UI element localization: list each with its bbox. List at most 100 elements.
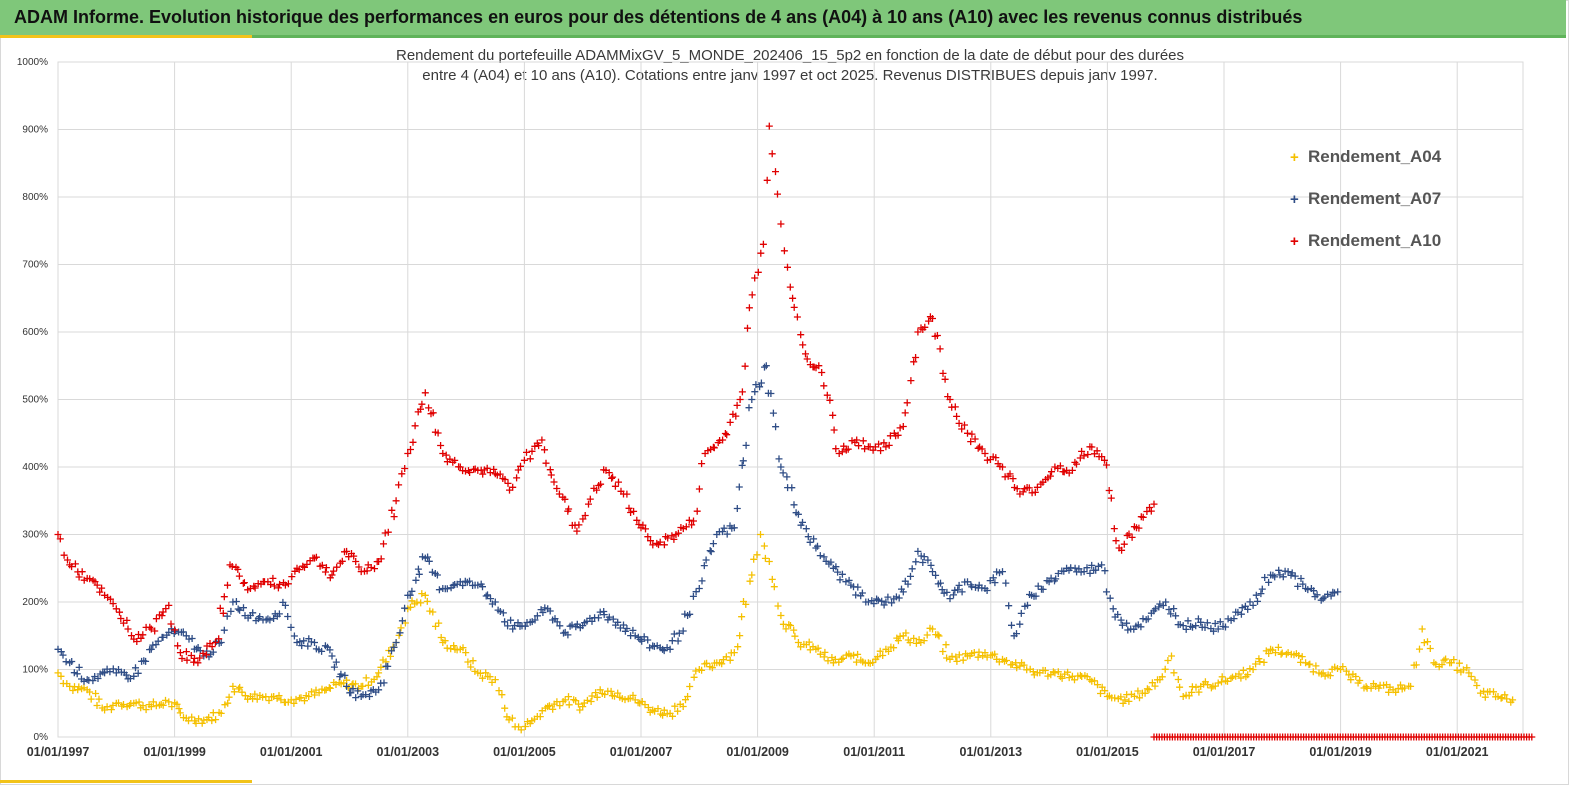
data-point-rendement-a07 <box>616 624 624 632</box>
data-point-rendement-a07 <box>89 677 97 685</box>
data-point-rendement-a07 <box>1172 612 1180 620</box>
data-point-rendement-a10 <box>992 454 1000 462</box>
data-point-rendement-a04 <box>1473 682 1481 689</box>
data-point-rendement-a07 <box>354 687 362 695</box>
data-point-rendement-a04 <box>1125 697 1133 705</box>
data-point-rendement-a07 <box>1034 582 1042 590</box>
data-point-rendement-a07 <box>644 636 652 644</box>
data-point-rendement-a07 <box>347 689 355 697</box>
data-point-rendement-a07 <box>1291 572 1299 580</box>
y-tick-label: 200% <box>22 597 48 608</box>
data-point-rendement-a07 <box>564 631 572 639</box>
data-point-rendement-a10 <box>352 558 360 565</box>
data-point-rendement-a04 <box>1385 688 1393 696</box>
data-point-rendement-a04 <box>1094 681 1101 689</box>
data-point-rendement-a04 <box>508 714 516 722</box>
data-point-rendement-a04 <box>734 643 742 651</box>
data-point-rendement-a04 <box>175 705 183 713</box>
data-point-rendement-a04 <box>1224 677 1231 685</box>
data-point-rendement-a07 <box>600 611 608 619</box>
data-point-rendement-a04 <box>879 652 887 659</box>
data-point-rendement-a04 <box>1418 625 1426 633</box>
data-point-rendement-a04 <box>1188 688 1196 696</box>
data-point-rendement-a10 <box>538 436 546 444</box>
data-point-rendement-a07 <box>777 463 785 471</box>
data-point-rendement-a07 <box>788 484 796 492</box>
data-point-rendement-a10 <box>367 564 375 571</box>
data-point-rendement-a04 <box>441 637 449 645</box>
data-point-rendement-a04 <box>660 706 668 714</box>
data-point-rendement-a04 <box>397 624 405 632</box>
data-point-rendement-a04 <box>230 688 238 696</box>
data-point-rendement-a07 <box>68 658 76 665</box>
chart-title-line-2: entre 4 (A04) et 10 ans (A10). Cotations… <box>422 67 1158 84</box>
data-point-rendement-a04 <box>165 698 173 706</box>
data-point-rendement-a04 <box>934 631 942 639</box>
data-point-rendement-a07 <box>392 639 400 646</box>
data-point-rendement-a10 <box>780 247 788 255</box>
data-point-rendement-a04 <box>1101 687 1109 695</box>
data-point-rendement-a10 <box>439 450 447 457</box>
data-point-rendement-a07 <box>631 632 639 640</box>
data-point-rendement-a07 <box>165 628 173 636</box>
data-point-rendement-a07 <box>756 383 764 391</box>
data-point-rendement-a04 <box>782 625 790 633</box>
data-point-rendement-a10 <box>958 425 966 433</box>
data-point-rendement-a10 <box>971 435 979 443</box>
data-point-rendement-a10 <box>1135 524 1143 532</box>
data-point-rendement-a04 <box>1141 689 1149 697</box>
data-point-rendement-a04 <box>479 674 486 682</box>
data-point-rendement-a07 <box>1114 611 1122 618</box>
data-point-rendement-a10 <box>925 317 933 325</box>
data-point-rendement-a04 <box>1509 696 1517 704</box>
data-point-rendement-a07 <box>1170 605 1178 613</box>
data-point-rendement-a10 <box>625 504 633 512</box>
data-point-rendement-a04 <box>991 650 999 658</box>
data-point-rendement-a04 <box>364 681 372 689</box>
data-point-rendement-a07 <box>223 612 231 620</box>
data-point-rendement-a07 <box>757 379 765 387</box>
data-point-rendement-a04 <box>939 648 947 655</box>
data-point-rendement-a04 <box>93 702 101 709</box>
data-point-rendement-a07 <box>349 685 357 693</box>
data-point-rendement-a10 <box>1150 500 1158 508</box>
data-point-rendement-a04 <box>1490 688 1497 696</box>
data-point-rendement-a07 <box>531 616 539 624</box>
data-point-rendement-a10 <box>967 438 975 446</box>
data-point-rendement-a10 <box>535 442 543 450</box>
data-point-rendement-a07 <box>838 570 846 578</box>
data-point-rendement-a10 <box>124 625 132 633</box>
data-point-rendement-a07 <box>220 626 228 634</box>
data-point-rendement-a07 <box>772 423 780 431</box>
data-point-rendement-a07 <box>810 535 818 543</box>
data-point-rendement-a10 <box>553 485 561 492</box>
data-point-rendement-a07 <box>240 604 247 612</box>
data-point-rendement-a07 <box>904 580 912 588</box>
data-point-rendement-a07 <box>466 577 473 585</box>
data-point-rendement-a10 <box>1139 513 1147 521</box>
data-point-rendement-a07 <box>474 581 482 589</box>
data-point-rendement-a07 <box>396 629 404 637</box>
x-tick-label: 01/01/1999 <box>143 745 206 759</box>
data-point-rendement-a04 <box>343 676 351 684</box>
data-point-rendement-a04 <box>698 666 706 674</box>
data-point-rendement-a04 <box>981 649 989 657</box>
data-point-rendement-a10 <box>267 581 275 588</box>
data-point-rendement-a10 <box>312 553 320 561</box>
data-point-rendement-a10 <box>501 476 509 483</box>
data-point-rendement-a04 <box>421 591 429 599</box>
data-point-rendement-a10 <box>1073 460 1080 468</box>
data-point-rendement-a10 <box>295 566 303 574</box>
data-point-rendement-a07 <box>73 670 81 678</box>
data-point-rendement-a04 <box>1256 658 1264 666</box>
data-point-rendement-a04 <box>1249 666 1257 673</box>
data-point-rendement-a07 <box>482 592 490 600</box>
data-point-rendement-a10 <box>216 604 224 612</box>
data-point-rendement-a10 <box>483 464 491 472</box>
data-point-rendement-a04 <box>765 558 773 565</box>
data-point-rendement-a07 <box>1254 597 1261 605</box>
data-point-rendement-a10 <box>978 445 986 453</box>
data-point-rendement-a10 <box>688 521 696 529</box>
data-point-rendement-a07 <box>1279 573 1287 581</box>
data-point-rendement-a07 <box>556 622 564 630</box>
